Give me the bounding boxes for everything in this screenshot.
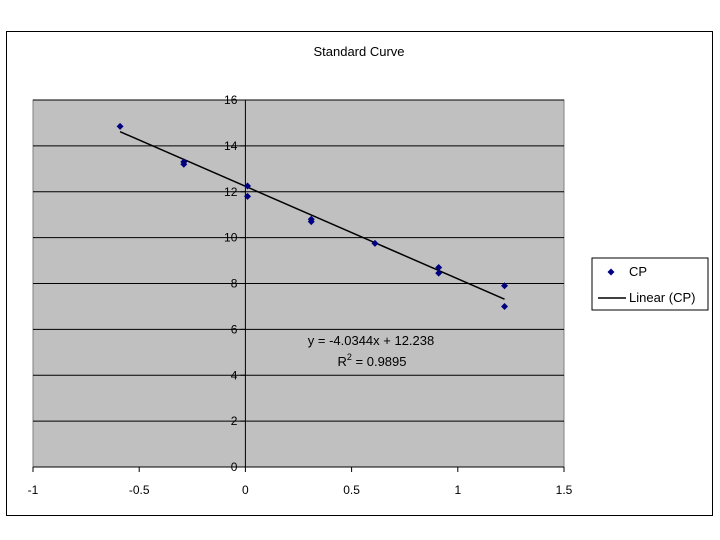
y-tick-label: 6 [231,322,238,336]
y-tick-label: 2 [231,414,238,428]
r-squared-prefix: R [338,354,347,369]
data-point-cp [501,302,509,310]
data-point-cp [435,263,443,271]
x-tick-label: -1 [28,483,39,497]
y-tick-label: 8 [231,277,238,291]
y-tick-label: 14 [224,139,238,153]
y-tick-label: 4 [231,368,238,382]
chart-title: Standard Curve [313,44,404,59]
x-tick-label: -0.5 [129,483,150,497]
data-point-cp [307,218,315,226]
r-squared-value: = 0.9895 [352,354,407,369]
legend-trendline-label: Linear (CP) [629,290,695,305]
x-tick-labels: -1 -0.5 0 0.5 1 1.5 [28,483,573,497]
y-tick-label: 0 [231,460,238,474]
legend-cp-label: CP [629,264,647,279]
data-point-cp [180,160,188,168]
trendline-equation: y = -4.0344x + 12.238 [308,333,434,348]
axes [32,99,565,472]
data-point-cp [116,122,124,130]
data-point-cp [501,282,509,290]
data-point-cp [244,182,252,190]
y-tick-label: 10 [224,231,238,245]
y-tick-label: 16 [224,93,238,107]
data-point-cp [371,239,379,247]
x-tick-label: 1.5 [556,483,573,497]
y-tick-labels: 0 2 4 6 8 10 12 14 16 [224,93,238,474]
data-points [116,122,509,310]
gridlines [33,99,564,422]
legend-cp-marker [607,268,615,276]
data-point-cp [244,192,252,200]
x-tick-label: 0.5 [343,483,360,497]
y-tick-label: 12 [224,185,238,199]
legend-box [591,257,709,311]
r-squared-label: R2 = 0.9895 [338,352,407,369]
legend: CP Linear (CP) [591,257,709,311]
r-squared-superscript: 2 [347,352,352,362]
x-tick-label: 0 [242,483,249,497]
x-tick-label: 1 [454,483,461,497]
data-point-cp [435,269,443,277]
